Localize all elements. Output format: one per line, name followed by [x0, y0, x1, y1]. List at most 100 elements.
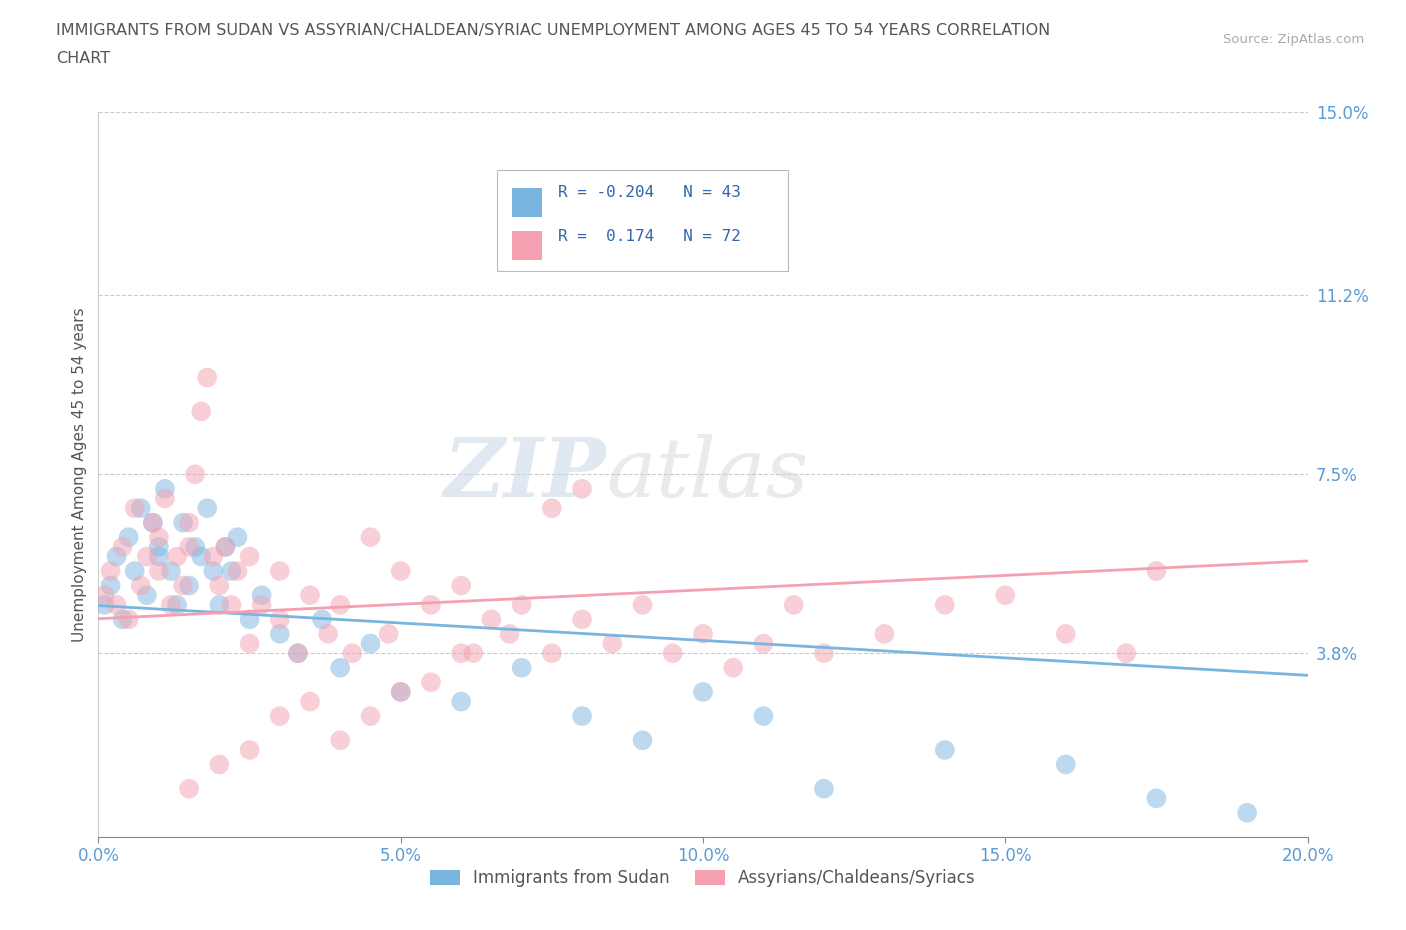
- Point: [420, 675, 443, 690]
- Point: [105, 549, 128, 564]
- Point: [184, 467, 207, 482]
- Point: [179, 578, 201, 593]
- Point: [184, 539, 207, 554]
- Point: [1144, 790, 1167, 805]
- Point: [208, 578, 231, 593]
- Point: [631, 597, 654, 612]
- Point: [692, 684, 714, 699]
- Point: [329, 660, 352, 675]
- Point: [329, 597, 352, 612]
- Point: [269, 627, 291, 642]
- Point: [214, 539, 236, 554]
- Point: [118, 530, 141, 545]
- Point: [179, 781, 201, 796]
- Text: R = -0.204   N = 43: R = -0.204 N = 43: [558, 185, 741, 200]
- Point: [124, 564, 146, 578]
- Point: [172, 515, 194, 530]
- Point: [221, 597, 243, 612]
- Point: [226, 530, 249, 545]
- Point: [287, 645, 309, 660]
- Legend: Immigrants from Sudan, Assyrians/Chaldeans/Syriacs: Immigrants from Sudan, Assyrians/Chaldea…: [423, 863, 983, 894]
- Point: [148, 530, 170, 545]
- Point: [329, 733, 352, 748]
- Point: [239, 636, 262, 651]
- FancyBboxPatch shape: [512, 232, 543, 260]
- Point: [172, 578, 194, 593]
- Y-axis label: Unemployment Among Ages 45 to 54 years: Unemployment Among Ages 45 to 54 years: [72, 307, 87, 642]
- Point: [202, 564, 225, 578]
- Point: [250, 588, 273, 603]
- FancyBboxPatch shape: [498, 169, 787, 272]
- Point: [994, 588, 1017, 603]
- Point: [208, 597, 231, 612]
- Point: [153, 482, 176, 497]
- Point: [510, 660, 533, 675]
- Point: [510, 597, 533, 612]
- Point: [93, 588, 115, 603]
- Point: [148, 539, 170, 554]
- Point: [450, 694, 472, 709]
- Point: [226, 564, 249, 578]
- Point: [179, 515, 201, 530]
- Point: [250, 597, 273, 612]
- Point: [1054, 757, 1077, 772]
- Point: [142, 515, 165, 530]
- Point: [311, 612, 333, 627]
- FancyBboxPatch shape: [512, 188, 543, 217]
- Point: [571, 709, 593, 724]
- Point: [190, 549, 212, 564]
- Point: [481, 612, 503, 627]
- Point: [100, 578, 122, 593]
- Text: ZIP: ZIP: [444, 434, 606, 514]
- Point: [540, 500, 562, 515]
- Point: [148, 549, 170, 564]
- Point: [752, 636, 775, 651]
- Point: [124, 500, 146, 515]
- Point: [93, 597, 115, 612]
- Point: [342, 645, 364, 660]
- Point: [540, 645, 562, 660]
- Text: CHART: CHART: [56, 51, 110, 66]
- Point: [316, 627, 339, 642]
- Point: [873, 627, 896, 642]
- Point: [269, 564, 291, 578]
- Point: [287, 645, 309, 660]
- Point: [389, 684, 412, 699]
- Point: [195, 500, 218, 515]
- Point: [202, 549, 225, 564]
- Point: [118, 612, 141, 627]
- Point: [571, 482, 593, 497]
- Point: [299, 588, 322, 603]
- Point: [160, 564, 183, 578]
- Text: atlas: atlas: [606, 434, 808, 514]
- Point: [498, 627, 520, 642]
- Point: [239, 549, 262, 564]
- Point: [360, 636, 382, 651]
- Point: [934, 597, 956, 612]
- Point: [602, 636, 624, 651]
- Point: [269, 709, 291, 724]
- Point: [208, 757, 231, 772]
- Point: [190, 404, 212, 418]
- Point: [1144, 564, 1167, 578]
- Point: [135, 549, 157, 564]
- Point: [166, 549, 188, 564]
- Point: [299, 694, 322, 709]
- Point: [221, 564, 243, 578]
- Point: [1115, 645, 1137, 660]
- Point: [239, 612, 262, 627]
- Point: [160, 597, 183, 612]
- Point: [153, 491, 176, 506]
- Point: [752, 709, 775, 724]
- Point: [269, 612, 291, 627]
- Point: [1236, 805, 1258, 820]
- Point: [179, 539, 201, 554]
- Point: [142, 515, 165, 530]
- Point: [377, 627, 399, 642]
- Text: R =  0.174   N = 72: R = 0.174 N = 72: [558, 229, 741, 244]
- Point: [571, 612, 593, 627]
- Point: [100, 564, 122, 578]
- Point: [135, 588, 157, 603]
- Point: [105, 597, 128, 612]
- Point: [783, 597, 806, 612]
